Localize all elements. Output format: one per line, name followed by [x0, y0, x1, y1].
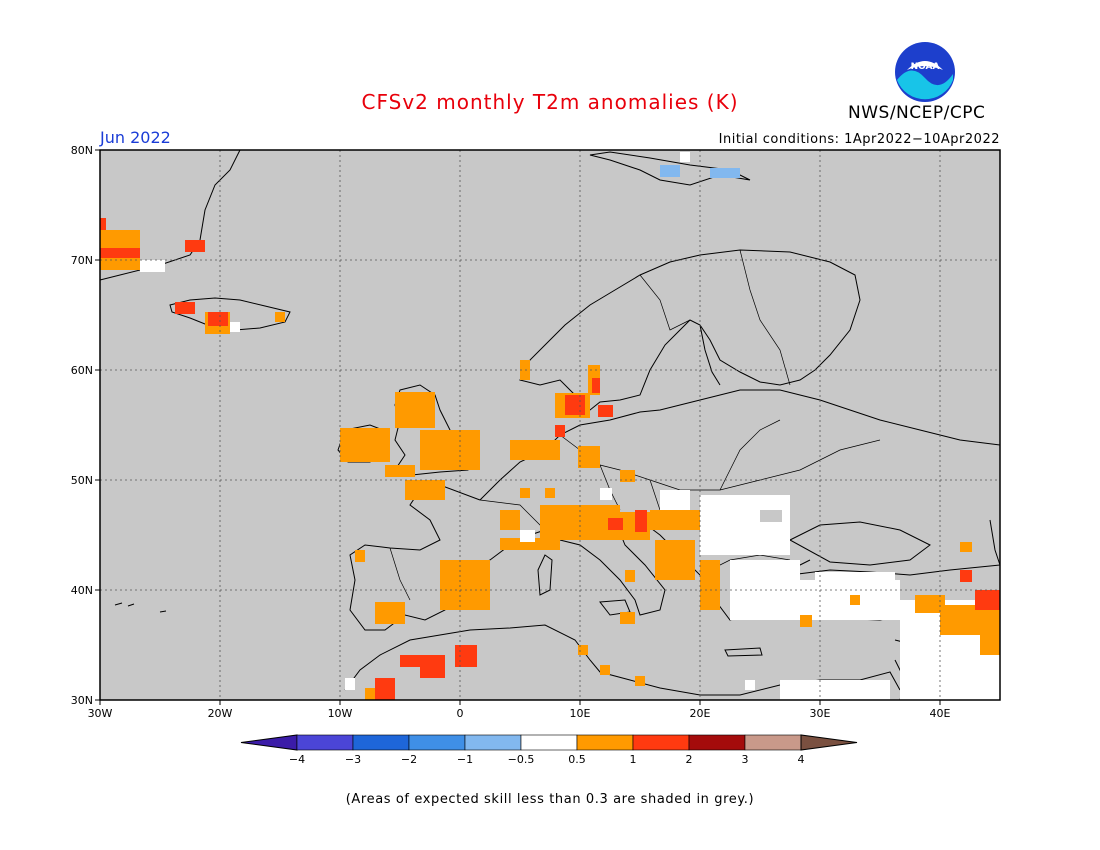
noaa-logo: NOAA: [895, 42, 955, 102]
lon-label-10w: 10W: [328, 707, 353, 720]
colorbar-segment: [408, 734, 466, 751]
chart-title: CFSv2 monthly T2m anomalies (K): [361, 90, 739, 114]
footnote: (Areas of expected skill less than 0.3 a…: [345, 792, 755, 807]
colorbar-segment: [744, 734, 802, 751]
initial-conditions: Initial conditions: 1Apr2022−10Apr2022: [718, 132, 1000, 147]
colorbar-segment: [632, 734, 690, 751]
anomaly-cells: [100, 152, 1000, 700]
lat-label-80n: 80N: [71, 144, 93, 157]
colorbar-label: 1: [630, 753, 637, 766]
lat-label-60n: 60N: [71, 364, 93, 377]
colorbar-label: −0.5: [508, 753, 535, 766]
colorbar-segment: [352, 734, 410, 751]
lat-label-30n: 30N: [71, 694, 93, 707]
lon-label-0: 0: [457, 707, 464, 720]
lon-label-10e: 10E: [570, 707, 591, 720]
colorbar-segment: [464, 734, 522, 751]
colorbar-arrow-low: [240, 734, 298, 751]
lat-label-70n: 70N: [71, 254, 93, 267]
lat-label-50n: 50N: [71, 474, 93, 487]
colorbar-label: −3: [345, 753, 361, 766]
colorbar-label: 0.5: [568, 753, 586, 766]
colorbar-label: −2: [401, 753, 417, 766]
colorbar-label: 4: [798, 753, 805, 766]
lon-label-30e: 30E: [810, 707, 831, 720]
colorbar-label: 3: [742, 753, 749, 766]
map-gridlines: [100, 150, 1000, 700]
latitude-labels: 30N 40N 50N 60N 70N 80N: [71, 144, 93, 707]
colorbar-segment: [576, 734, 634, 751]
lon-label-20e: 20E: [690, 707, 711, 720]
lon-label-20w: 20W: [208, 707, 233, 720]
map-frame: [99, 149, 1001, 701]
colorbar: −4 −3 −2 −1 −0.5 0.5 1 2 3 4: [240, 734, 858, 766]
colorbar-segment: [296, 734, 354, 751]
colorbar-label: 2: [686, 753, 693, 766]
colorbar-segment: [688, 734, 746, 751]
forecast-month: Jun 2022: [100, 128, 171, 147]
svg-text:NOAA: NOAA: [911, 62, 940, 72]
colorbar-label: −1: [457, 753, 473, 766]
axis-ticks: [95, 149, 941, 705]
colorbar-segment: [520, 734, 578, 751]
lon-label-40e: 40E: [930, 707, 951, 720]
lat-label-40n: 40N: [71, 584, 93, 597]
colorbar-label: −4: [289, 753, 305, 766]
organization-label: NWS/NCEP/CPC: [848, 103, 986, 123]
longitude-labels: 30W 20W 10W 0 10E 20E 30E 40E: [88, 707, 951, 720]
lon-label-30w: 30W: [88, 707, 113, 720]
colorbar-arrow-high: [800, 734, 858, 751]
